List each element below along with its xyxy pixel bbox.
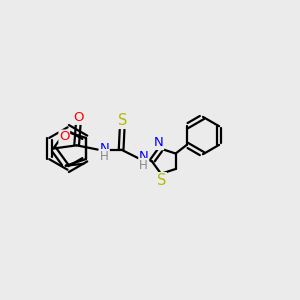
Text: N: N xyxy=(99,142,109,154)
Text: O: O xyxy=(73,111,84,124)
Text: N: N xyxy=(139,150,148,163)
Text: S: S xyxy=(118,113,127,128)
Text: N: N xyxy=(154,136,164,149)
Text: O: O xyxy=(59,130,70,143)
Text: S: S xyxy=(157,173,166,188)
Text: H: H xyxy=(100,150,109,163)
Text: H: H xyxy=(140,158,148,172)
